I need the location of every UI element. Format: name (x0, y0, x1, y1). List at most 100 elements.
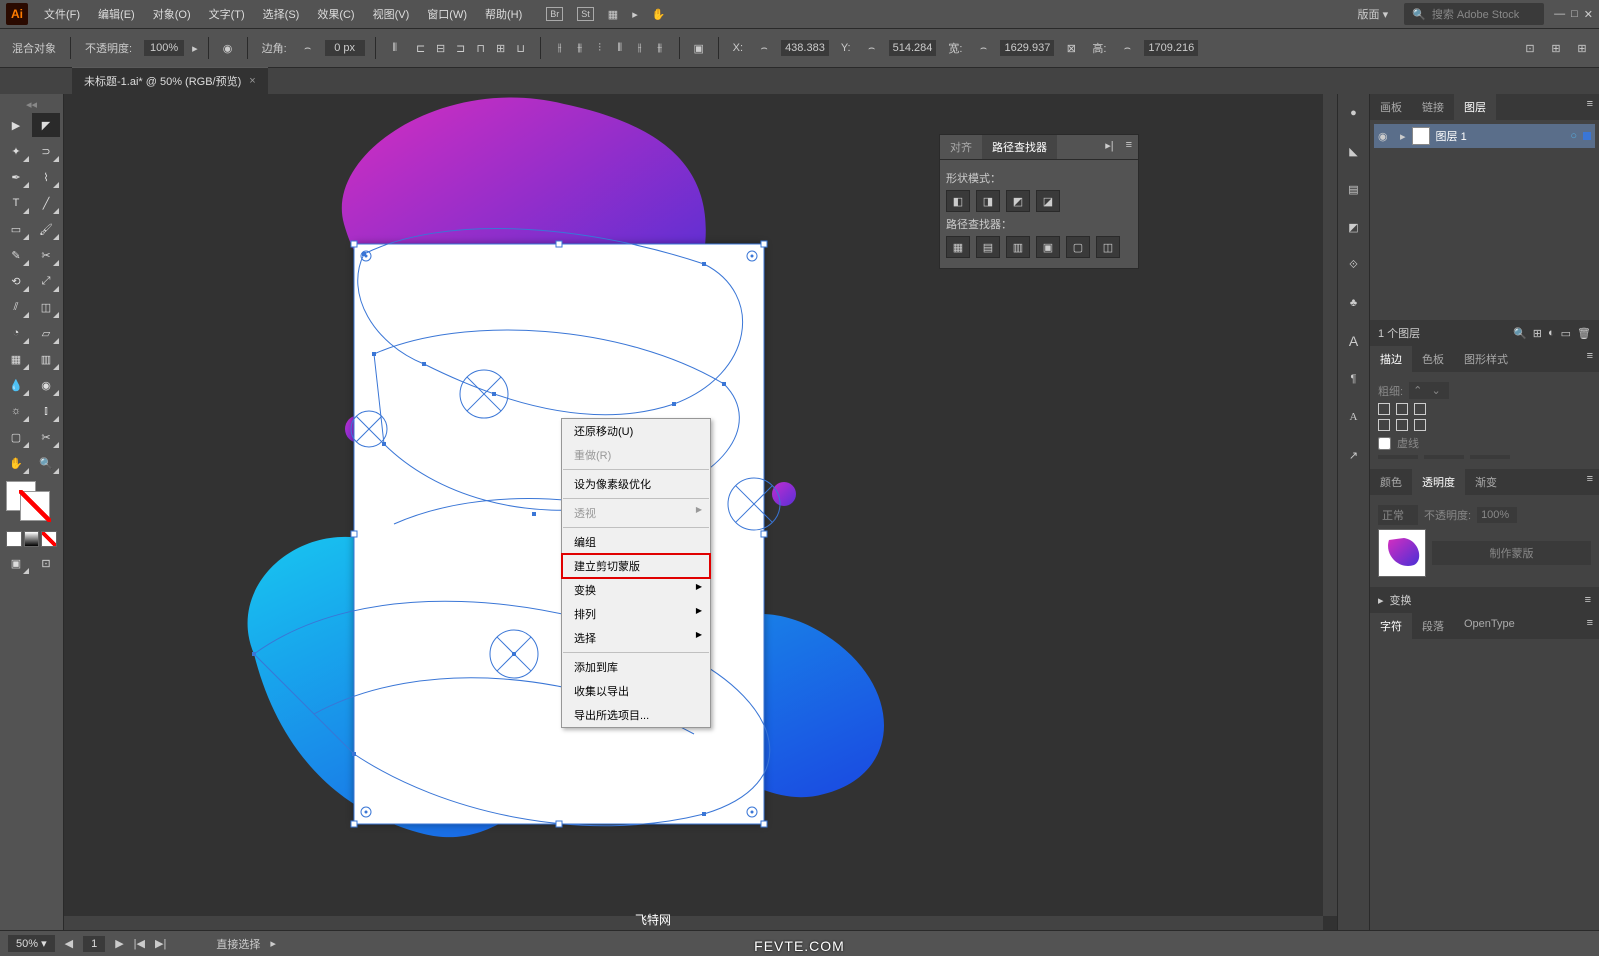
target-icon[interactable]: ○ (1570, 130, 1577, 142)
workspace-switcher[interactable]: 版面 ▾ (1352, 4, 1395, 24)
tab-opentype[interactable]: OpenType (1454, 613, 1525, 639)
hand-tool[interactable]: ✋ (2, 451, 30, 475)
dashed-checkbox[interactable] (1378, 437, 1391, 450)
x-input[interactable]: 438.383 (781, 40, 829, 56)
document-tab[interactable]: 未标题-1.ai* @ 50% (RGB/预览) × (72, 67, 268, 94)
tab-layers[interactable]: 图层 (1454, 94, 1496, 120)
none-mode-icon[interactable] (41, 531, 57, 547)
menu-file[interactable]: 文件(F) (36, 2, 88, 26)
divide-button[interactable]: ▦ (946, 236, 970, 258)
corner-3-icon[interactable] (1414, 419, 1426, 431)
intersect-button[interactable]: ◩ (1006, 190, 1030, 212)
align-menu-icon[interactable]: ⫴ (386, 39, 404, 57)
eraser-tool[interactable]: ✂ (32, 243, 60, 267)
ctx-export-selection[interactable]: 导出所选项目... (562, 703, 710, 727)
new-sublayer-icon[interactable]: ⊞ (1533, 327, 1542, 340)
align-left-icon[interactable]: ⊏ (412, 39, 430, 57)
corner-input[interactable]: 0 px (325, 40, 365, 56)
fill-stroke-swatches[interactable] (2, 477, 61, 527)
dist-vsp-icon[interactable]: ⫴ (611, 39, 629, 57)
wh-link-icon[interactable]: ⊠ (1062, 39, 1080, 57)
dock-swatches-icon[interactable]: ◣ (1343, 140, 1365, 162)
minus-front-button[interactable]: ◨ (976, 190, 1000, 212)
align-right-icon[interactable]: ⊐ (452, 39, 470, 57)
tab-close-icon[interactable]: × (249, 75, 255, 87)
tab-stroke[interactable]: 描边 (1370, 346, 1412, 372)
gradient-tool[interactable]: ▥ (32, 347, 60, 371)
v-scrollbar[interactable] (1323, 94, 1337, 916)
w-link-icon[interactable]: ⌢ (974, 39, 992, 57)
cap-3-icon[interactable] (1414, 403, 1426, 415)
arrange-icon[interactable]: ▦ (608, 8, 618, 21)
selection-tool[interactable]: ▶ (2, 113, 30, 137)
dock-gradient-icon[interactable]: ♣ (1343, 292, 1365, 314)
expand-icon[interactable]: ▸ (1400, 130, 1406, 143)
minus-back-button[interactable]: ◫ (1096, 236, 1120, 258)
dash-2[interactable] (1470, 455, 1510, 459)
menu-effect[interactable]: 效果(C) (309, 2, 362, 26)
panel-collapse-icon[interactable]: ▸| (1099, 135, 1119, 159)
menu-view[interactable]: 视图(V) (365, 2, 418, 26)
outline-button[interactable]: ▢ (1066, 236, 1090, 258)
hand-icon[interactable]: ✋ (652, 8, 666, 21)
menu-edit[interactable]: 编辑(E) (90, 2, 143, 26)
corner-2-icon[interactable] (1396, 419, 1408, 431)
menu-object[interactable]: 对象(O) (145, 2, 199, 26)
trim-button[interactable]: ▤ (976, 236, 1000, 258)
pathfinder-panel[interactable]: 对齐 路径查找器 ▸| ≡ 形状模式： ◧ ◨ ◩ ◪ 路径查找器： ▦ ▤ ▥ (939, 134, 1139, 269)
dock-opentype-icon[interactable]: A (1343, 406, 1365, 428)
dist-hsp-icon[interactable]: ⫶ (591, 39, 609, 57)
tab-graphic-styles[interactable]: 图形样式 (1454, 346, 1518, 372)
alignpanel-icon[interactable]: ⊞ (1547, 39, 1565, 57)
menu-help[interactable]: 帮助(H) (477, 2, 530, 26)
blend-mode-select[interactable]: 正常 (1378, 505, 1418, 525)
transform-panel-icon[interactable]: ⊡ (1521, 39, 1539, 57)
artboard-tool[interactable]: ▢ (2, 425, 30, 449)
rotate-tool[interactable]: ⟲ (2, 269, 30, 293)
free-transform-tool[interactable]: ◫ (32, 295, 60, 319)
color-mode-icon[interactable] (6, 531, 22, 547)
panel-menu-icon[interactable]: ≡ (1120, 135, 1138, 159)
dist-5-icon[interactable]: ⫲ (631, 39, 649, 57)
ctx-transform[interactable]: 变换 (562, 578, 710, 602)
slice-tool[interactable]: ✂ (32, 425, 60, 449)
dash-1[interactable] (1378, 455, 1418, 459)
tab-color[interactable]: 颜色 (1370, 469, 1412, 495)
close-icon[interactable]: ✕ (1584, 8, 1593, 21)
x-link-icon[interactable]: ⌢ (755, 39, 773, 57)
make-mask-button[interactable]: 制作蒙版 (1432, 541, 1591, 565)
new-layer-icon[interactable]: ▭ (1561, 327, 1571, 340)
width-tool[interactable]: ⫽ (2, 295, 30, 319)
panel-menu-icon[interactable]: ≡ (1581, 346, 1599, 372)
artboard-number[interactable]: 1 (83, 936, 105, 952)
panel-menu-icon[interactable]: ≡ (1581, 469, 1599, 495)
crop-button[interactable]: ▣ (1036, 236, 1060, 258)
y-input[interactable]: 514.284 (889, 40, 937, 56)
align-vcenter-icon[interactable]: ⊞ (492, 39, 510, 57)
w-input[interactable]: 1629.937 (1000, 40, 1054, 56)
pen-tool[interactable]: ✒ (2, 165, 30, 189)
tab-swatches[interactable]: 色板 (1412, 346, 1454, 372)
mask-icon[interactable]: ◐ (1548, 327, 1555, 339)
artboard-prev-icon[interactable]: ◀ (65, 937, 73, 950)
stock-icon[interactable]: St (577, 7, 594, 21)
cap-1-icon[interactable] (1378, 403, 1390, 415)
dock-para-icon[interactable]: ¶ (1343, 368, 1365, 390)
mesh-tool[interactable]: ▦ (2, 347, 30, 371)
align-hcenter-icon[interactable]: ⊟ (432, 39, 450, 57)
ctx-arrange[interactable]: 排列 (562, 602, 710, 626)
menu-type[interactable]: 文字(T) (201, 2, 253, 26)
perspective-tool[interactable]: ▱ (32, 321, 60, 345)
gpu-icon[interactable]: ▸ (632, 8, 638, 21)
locate-icon[interactable]: 🔍 (1513, 327, 1527, 340)
artboard-first-icon[interactable]: |◀ (134, 937, 145, 950)
tab-paragraph[interactable]: 段落 (1412, 613, 1454, 639)
opacity-input[interactable]: 100% (144, 40, 184, 56)
h-input[interactable]: 1709.216 (1144, 40, 1198, 56)
tab-align[interactable]: 对齐 (940, 135, 982, 159)
lasso-tool[interactable]: ⊃ (32, 139, 60, 163)
transform-panel-header[interactable]: ▸变换 ≡ (1370, 587, 1599, 613)
shaper-tool[interactable]: ✎ (2, 243, 30, 267)
dist-6-icon[interactable]: ⫵ (651, 39, 669, 57)
corner-link-icon[interactable]: ⌢ (299, 39, 317, 57)
